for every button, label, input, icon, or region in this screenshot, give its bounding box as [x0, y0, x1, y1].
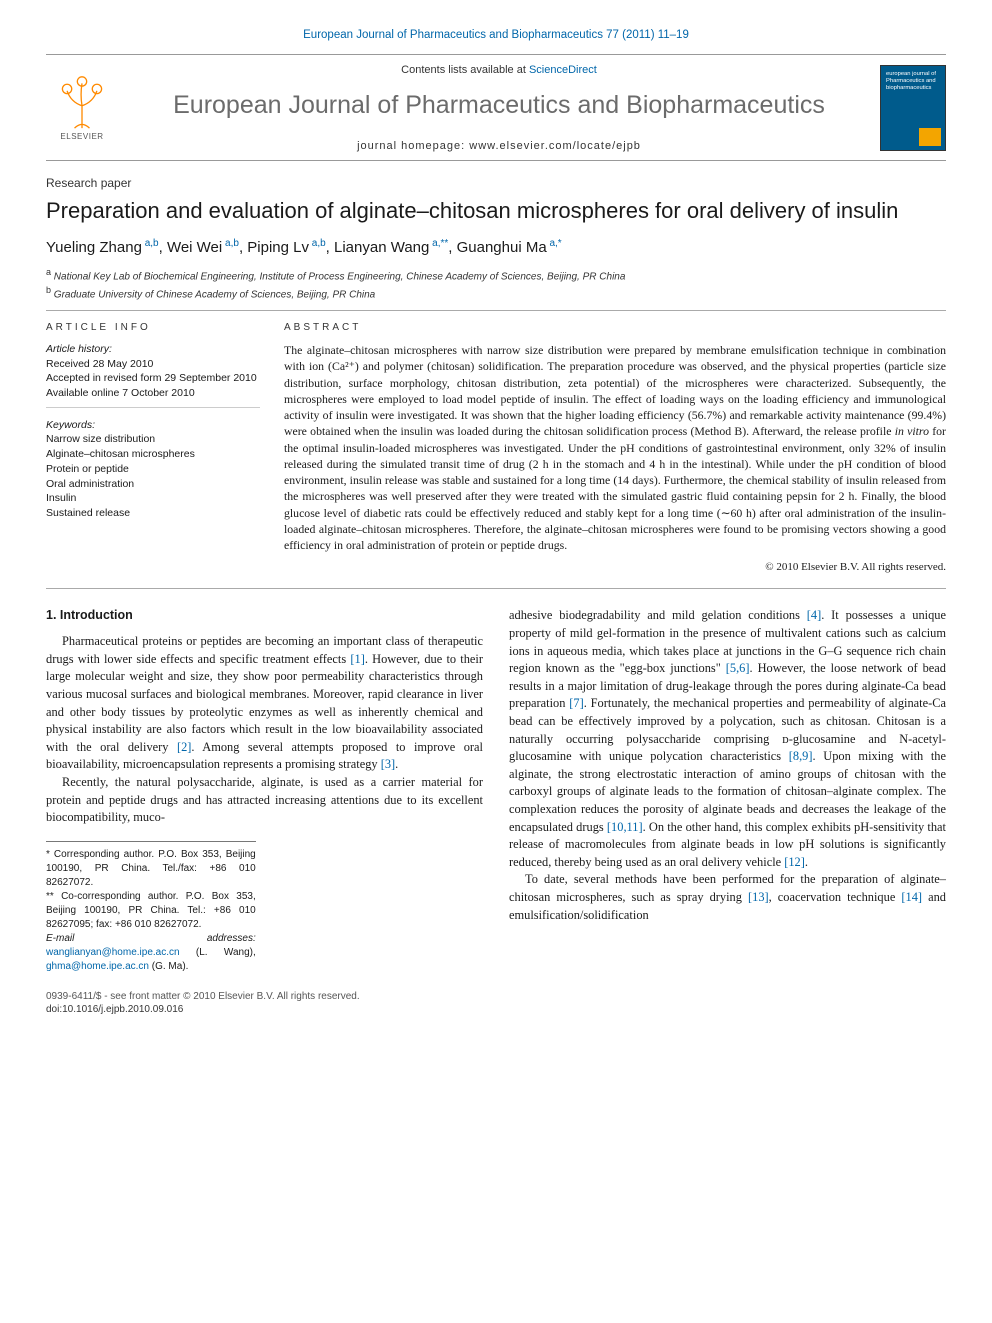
contents-prefix: Contents lists available at [401, 64, 529, 76]
history-line: Received 28 May 2010 [46, 357, 260, 372]
abstract-copyright: © 2010 Elsevier B.V. All rights reserved… [284, 560, 946, 575]
email-addresses: E-mail addresses: wanglianyan@home.ipe.a… [46, 932, 256, 974]
homepage-prefix: journal homepage: [357, 140, 469, 152]
contents-line: Contents lists available at ScienceDirec… [128, 63, 870, 78]
article-info-abstract-row: ARTICLE INFO Article history: Received 2… [46, 310, 946, 590]
co-corresponding-author: ** Co-corresponding author. P.O. Box 353… [46, 890, 256, 932]
keyword: Oral administration [46, 477, 260, 492]
sciencedirect-link[interactable]: ScienceDirect [529, 64, 597, 76]
keywords-head: Keywords: [46, 418, 260, 433]
affiliations: a National Key Lab of Biochemical Engine… [46, 266, 946, 302]
homepage-url[interactable]: www.elsevier.com/locate/ejpb [469, 140, 641, 152]
author-list: Yueling Zhang a,b, Wei Wei a,b, Piping L… [46, 237, 946, 258]
front-matter-footer: 0939-6411/$ - see front matter © 2010 El… [46, 990, 946, 1016]
email-who: (G. Ma). [149, 961, 188, 972]
cover-accent [919, 128, 941, 146]
email-link[interactable]: ghma@home.ipe.ac.cn [46, 961, 149, 972]
article-info-head: ARTICLE INFO [46, 321, 260, 335]
paper-type: Research paper [46, 175, 946, 191]
cover-thumb-text: european journal of Pharmaceutics and bi… [886, 71, 940, 91]
footnotes: * Corresponding author. P.O. Box 353, Be… [46, 841, 256, 974]
abstract-head: ABSTRACT [284, 321, 946, 335]
affiliation-a: a National Key Lab of Biochemical Engine… [46, 266, 946, 284]
keyword: Insulin [46, 491, 260, 506]
emails-label: E-mail addresses: [46, 933, 256, 944]
intro-para: Pharmaceutical proteins or peptides are … [46, 633, 483, 774]
intro-para: Recently, the natural polysaccharide, al… [46, 774, 483, 827]
history-line: Available online 7 October 2010 [46, 386, 260, 401]
journal-cover-thumb: european journal of Pharmaceutics and bi… [880, 65, 946, 151]
issn-copyright-line: 0939-6411/$ - see front matter © 2010 El… [46, 990, 946, 1003]
email-who: (L. Wang), [180, 947, 256, 958]
keyword: Sustained release [46, 506, 260, 521]
masthead: ELSEVIER Contents lists available at Sci… [46, 54, 946, 161]
abstract-text: The alginate–chitosan microspheres with … [284, 342, 946, 553]
intro-para: adhesive biodegradability and mild gelat… [509, 607, 946, 871]
keyword: Narrow size distribution [46, 432, 260, 447]
publisher-name: ELSEVIER [60, 132, 103, 143]
keywords-block: Keywords: Narrow size distribution Algin… [46, 418, 260, 527]
affiliation-b: b Graduate University of Chinese Academy… [46, 284, 946, 302]
article-history: Article history: Received 28 May 2010 Ac… [46, 342, 260, 408]
journal-title: European Journal of Pharmaceutics and Bi… [128, 89, 870, 123]
article-info-column: ARTICLE INFO Article history: Received 2… [46, 321, 260, 575]
article-history-head: Article history: [46, 342, 260, 357]
elsevier-tree-icon [54, 74, 110, 130]
corresponding-author: * Corresponding author. P.O. Box 353, Be… [46, 848, 256, 890]
keyword: Alginate–chitosan microspheres [46, 447, 260, 462]
history-line: Accepted in revised form 29 September 20… [46, 371, 260, 386]
body-two-column: 1. Introduction Pharmaceutical proteins … [46, 607, 946, 973]
article-title: Preparation and evaluation of alginate–c… [46, 197, 946, 225]
masthead-center: Contents lists available at ScienceDirec… [128, 63, 870, 154]
doi-line: doi:10.1016/j.ejpb.2010.09.016 [46, 1003, 946, 1016]
keyword: Protein or peptide [46, 462, 260, 477]
journal-reference: European Journal of Pharmaceutics and Bi… [46, 28, 946, 44]
intro-para: To date, several methods have been perfo… [509, 871, 946, 924]
section-head-intro: 1. Introduction [46, 607, 483, 625]
homepage-line: journal homepage: www.elsevier.com/locat… [128, 139, 870, 154]
abstract-column: ABSTRACT The alginate–chitosan microsphe… [284, 321, 946, 575]
email-link[interactable]: wanglianyan@home.ipe.ac.cn [46, 947, 180, 958]
publisher-logo: ELSEVIER [46, 74, 118, 143]
